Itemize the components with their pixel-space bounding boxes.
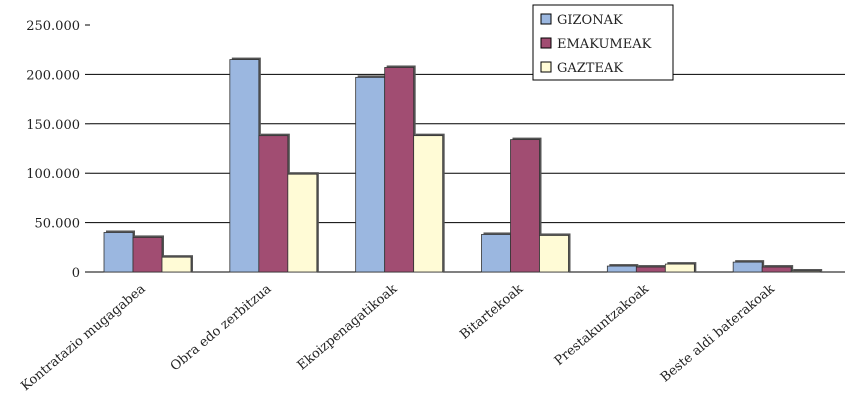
- y-tick-label: 150.000: [26, 118, 80, 133]
- x-tick-label: Ekoizpenagatikoak: [295, 281, 401, 373]
- bar-gizonak-2: [355, 76, 386, 273]
- y-tick-label: 0: [72, 266, 80, 281]
- bar-emakumeak-2: [384, 67, 415, 273]
- bar-gizonak-1: [229, 59, 260, 273]
- y-axis: 0 50.000 100.000 150.000 200.000 250.000: [26, 19, 845, 281]
- bar-shadow: [793, 269, 823, 272]
- legend-label-gizonak: GIZONAK: [557, 13, 623, 28]
- bar-gizonak-3: [481, 234, 511, 273]
- legend-box: [532, 4, 674, 81]
- x-tick-label: Kontratazio mugagabea: [18, 281, 148, 394]
- x-tick-label: Prestakuntzakoak: [552, 282, 652, 369]
- y-tick-label: 250.000: [26, 19, 80, 34]
- bar-gazteak-3: [539, 235, 569, 273]
- bars: [103, 57, 823, 273]
- legend: GIZONAK EMAKUMEAK GAZTEAK: [532, 4, 674, 81]
- gridlines: [90, 73, 845, 224]
- bar-gazteak-4: [664, 263, 695, 273]
- bar-gazteak-1: [287, 173, 318, 273]
- legend-label-emakumeak: EMAKUMEAK: [557, 37, 652, 52]
- bar-emakumeak-4: [635, 266, 666, 273]
- legend-label-gazteak: GAZTEAK: [557, 61, 623, 76]
- bar-emakumeak-5: [761, 266, 792, 273]
- bar-gazteak-0: [161, 256, 192, 273]
- x-tick-label: Bitartekoak: [457, 281, 526, 342]
- bar-gizonak-5: [732, 261, 763, 273]
- x-tick-label: Obra edo zerbitzua: [168, 281, 275, 374]
- legend-swatch-gizonak: [540, 13, 552, 25]
- legend-swatch-emakumeak: [540, 37, 552, 49]
- x-axis-labels: Kontratazio mugagabea Obra edo zerbitzua E…: [18, 281, 777, 394]
- legend-swatch-gazteak: [540, 61, 552, 73]
- bar-gazteak-5: [790, 270, 821, 273]
- bar-gazteak-2: [413, 135, 444, 273]
- bar-gizonak-4: [606, 265, 637, 273]
- y-tick-label: 200.000: [26, 68, 80, 83]
- bar-emakumeak-3: [510, 139, 540, 273]
- bar-emakumeak-0: [132, 237, 163, 273]
- y-tick-label: 50.000: [35, 217, 81, 232]
- bar-gizonak-0: [103, 232, 134, 273]
- y-tick-label: 100.000: [26, 167, 80, 182]
- bar-emakumeak-1: [258, 135, 289, 273]
- x-tick-label: Beste aldi baterakoak: [658, 281, 778, 385]
